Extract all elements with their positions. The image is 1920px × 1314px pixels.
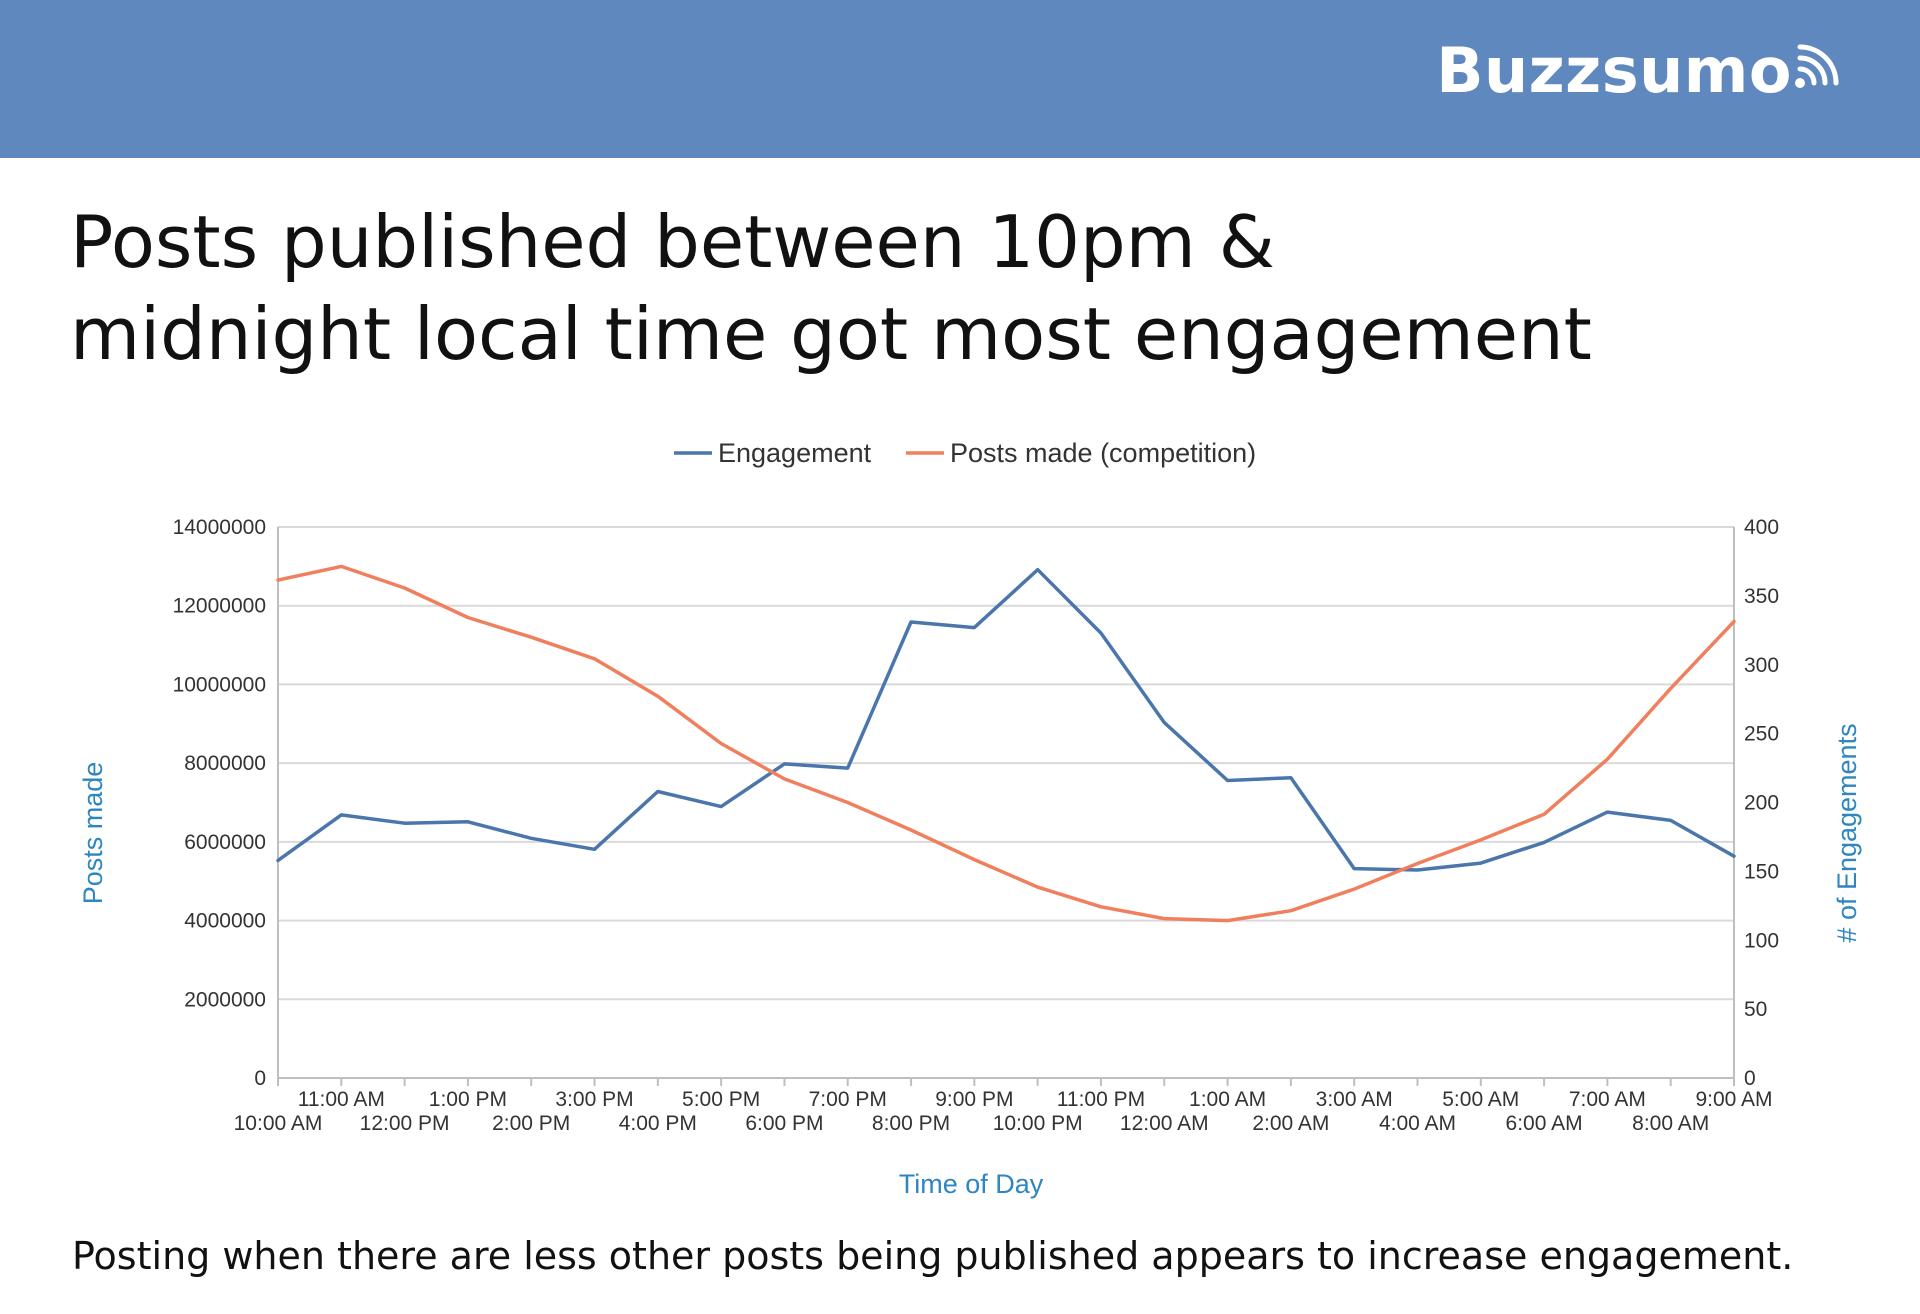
series-line-0 <box>276 567 1736 872</box>
y-tick-label: 2000000 <box>184 988 266 1011</box>
y-tick-label: 10000000 <box>173 673 266 696</box>
x-tick-label: 6:00 PM <box>745 1112 823 1135</box>
x-tick-label: 10:00 PM <box>993 1112 1083 1135</box>
y2-tick-label: 200 <box>1744 792 1779 815</box>
x-tick-label: 6:00 AM <box>1506 1112 1583 1135</box>
y2-tick-label: 100 <box>1744 929 1779 952</box>
x-tick-label: 5:00 PM <box>682 1088 760 1111</box>
title-line-2: midnight local time got most engagement <box>70 292 1592 376</box>
x-tick-label: 7:00 AM <box>1569 1088 1646 1111</box>
x-axis-title: Time of Day <box>899 1169 1044 1199</box>
x-tick-label: 9:00 PM <box>935 1088 1013 1111</box>
y-tick-label: 4000000 <box>184 910 266 933</box>
y2-tick-label: 300 <box>1744 654 1779 677</box>
x-tick-label: 11:00 PM <box>1057 1088 1145 1111</box>
x-tick-label: 4:00 PM <box>619 1112 697 1135</box>
x-tick-label: 8:00 AM <box>1632 1112 1709 1135</box>
x-tick-label: 3:00 PM <box>555 1088 633 1111</box>
header-banner: Buzzsumo <box>0 0 1920 158</box>
x-tick-label: 11:00 AM <box>298 1088 385 1111</box>
y-tick-label: 8000000 <box>184 752 266 775</box>
x-tick-label: 1:00 PM <box>429 1088 507 1111</box>
legend-label: Engagement <box>718 438 872 468</box>
slide-title: Posts published between 10pm & midnight … <box>70 196 1870 380</box>
series-line-1 <box>276 564 1736 923</box>
title-line-1: Posts published between 10pm & <box>70 200 1275 284</box>
y2-tick-label: 400 <box>1744 516 1779 539</box>
y-tick-label: 12000000 <box>173 595 266 618</box>
brand-name: Buzzsumo <box>1436 34 1792 107</box>
y-tick-label: 14000000 <box>173 516 266 539</box>
x-tick-label: 4:00 AM <box>1379 1112 1456 1135</box>
legend-label: Posts made (competition) <box>950 438 1256 468</box>
x-tick-label: 2:00 PM <box>492 1112 570 1135</box>
y-tick-label: 0 <box>254 1067 266 1090</box>
x-tick-label: 1:00 AM <box>1189 1088 1266 1111</box>
y2-tick-label: 0 <box>1744 1067 1756 1090</box>
x-tick-label: 12:00 AM <box>1120 1112 1209 1135</box>
y2-tick-label: 150 <box>1744 860 1779 883</box>
y-axis-title: Posts made <box>78 762 108 905</box>
x-tick-label: 7:00 PM <box>809 1088 887 1111</box>
x-tick-label: 9:00 AM <box>1695 1088 1772 1111</box>
brand-logo: Buzzsumo <box>1436 34 1844 107</box>
y-tick-label: 6000000 <box>184 831 266 854</box>
signal-waves-icon <box>1795 44 1839 88</box>
x-tick-label: 8:00 PM <box>872 1112 950 1135</box>
engagement-chart: 0 2000000 4000000 6000000 8000000 10000000 120… <box>78 438 1862 1199</box>
footnote: Posting when there are less other posts … <box>72 1234 1794 1278</box>
y2-tick-label: 250 <box>1744 723 1779 746</box>
y2-axis-title: # of Engagements <box>1832 723 1862 942</box>
y2-tick-label: 50 <box>1744 998 1767 1021</box>
x-tick-label: 10:00 AM <box>234 1112 323 1135</box>
x-tick-label: 12:00 PM <box>360 1112 450 1135</box>
x-tick-label: 3:00 AM <box>1316 1088 1393 1111</box>
x-tick-label: 5:00 AM <box>1442 1088 1519 1111</box>
y2-tick-label: 350 <box>1744 585 1779 608</box>
x-tick-label: 2:00 AM <box>1252 1112 1329 1135</box>
